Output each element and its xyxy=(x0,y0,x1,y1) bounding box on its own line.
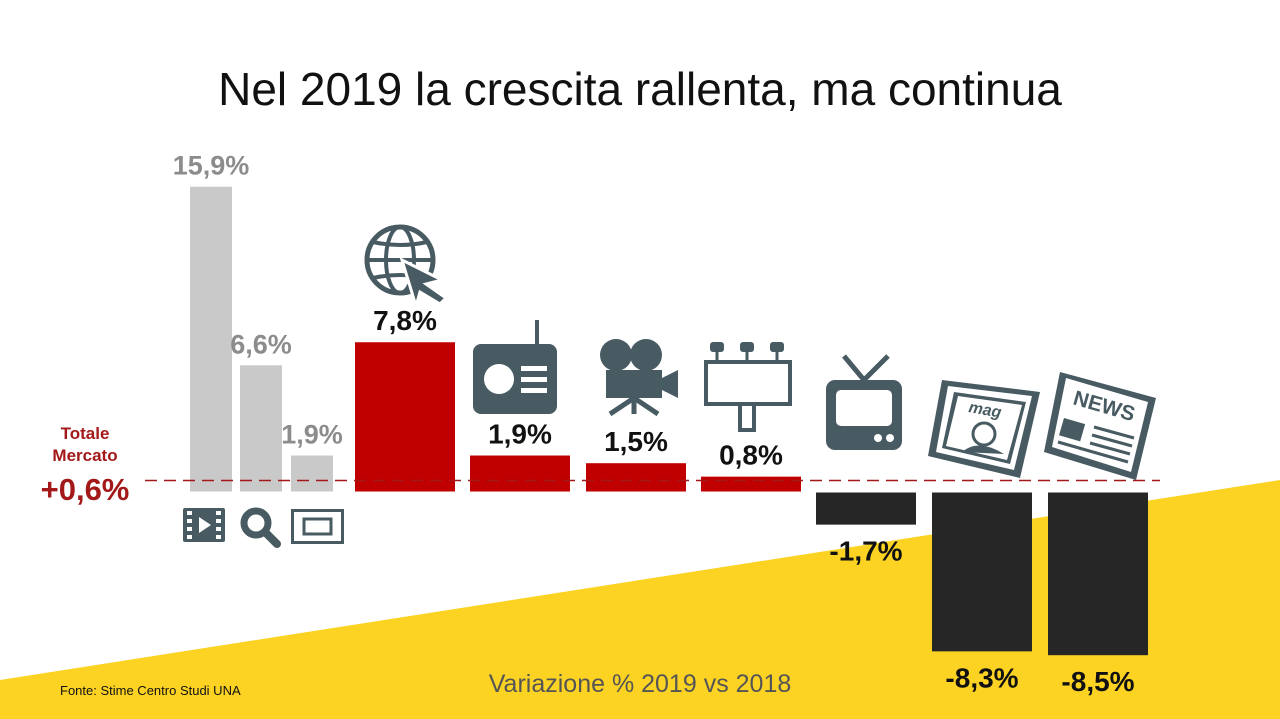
chart-title: Nel 2019 la crescita rallenta, ma contin… xyxy=(218,63,1062,115)
video-icon xyxy=(183,508,225,542)
bar-series xyxy=(145,186,1160,656)
bar-radio xyxy=(470,455,570,492)
tv-icon xyxy=(826,354,902,450)
newspaper-icon: NEWS xyxy=(1044,372,1156,480)
total-market-label-line1: Totale xyxy=(60,424,110,443)
data-labels: 15,9% 6,6% 1,9% 7,8% 1,9% 1,5% 0,8% -1,7% -8,3% -… xyxy=(173,151,1135,697)
bar-search xyxy=(240,365,282,492)
svg-text:mag: mag xyxy=(967,399,1003,421)
data-label-outdoor: 0,8% xyxy=(719,440,783,471)
display-icon xyxy=(291,509,344,544)
data-label-cinema: 1,5% xyxy=(604,426,668,457)
source-note: Fonte: Stime Centro Studi UNA xyxy=(60,683,241,698)
total-market-label-line2: Mercato xyxy=(52,446,118,465)
data-label-tv: -1,7% xyxy=(829,536,902,567)
search-icon xyxy=(240,507,281,548)
magazine-icon: mag xyxy=(928,380,1040,478)
data-label-search: 6,6% xyxy=(230,329,292,359)
bar-display xyxy=(291,455,333,492)
bar-outdoor xyxy=(701,476,801,492)
data-label-display: 1,9% xyxy=(281,420,343,450)
bar-cinema xyxy=(586,463,686,492)
total-market-value: +0,6% xyxy=(40,472,130,507)
data-label-magazine: -8,3% xyxy=(945,662,1018,693)
x-axis-caption: Variazione % 2019 vs 2018 xyxy=(488,670,792,698)
outdoor-icon xyxy=(704,342,792,432)
data-label-internet: 7,8% xyxy=(373,305,437,336)
cinema-icon xyxy=(600,339,678,417)
internet-icon xyxy=(364,224,449,312)
bar-newspaper xyxy=(1048,492,1148,656)
radio-icon xyxy=(473,320,557,414)
bar-tv xyxy=(816,492,916,525)
data-label-radio: 1,9% xyxy=(488,419,552,450)
bar-magazine xyxy=(932,492,1032,652)
bar-internet xyxy=(355,342,455,492)
data-label-newspaper: -8,5% xyxy=(1061,666,1134,697)
bar-video xyxy=(190,186,232,492)
data-label-video: 15,9% xyxy=(173,151,250,181)
